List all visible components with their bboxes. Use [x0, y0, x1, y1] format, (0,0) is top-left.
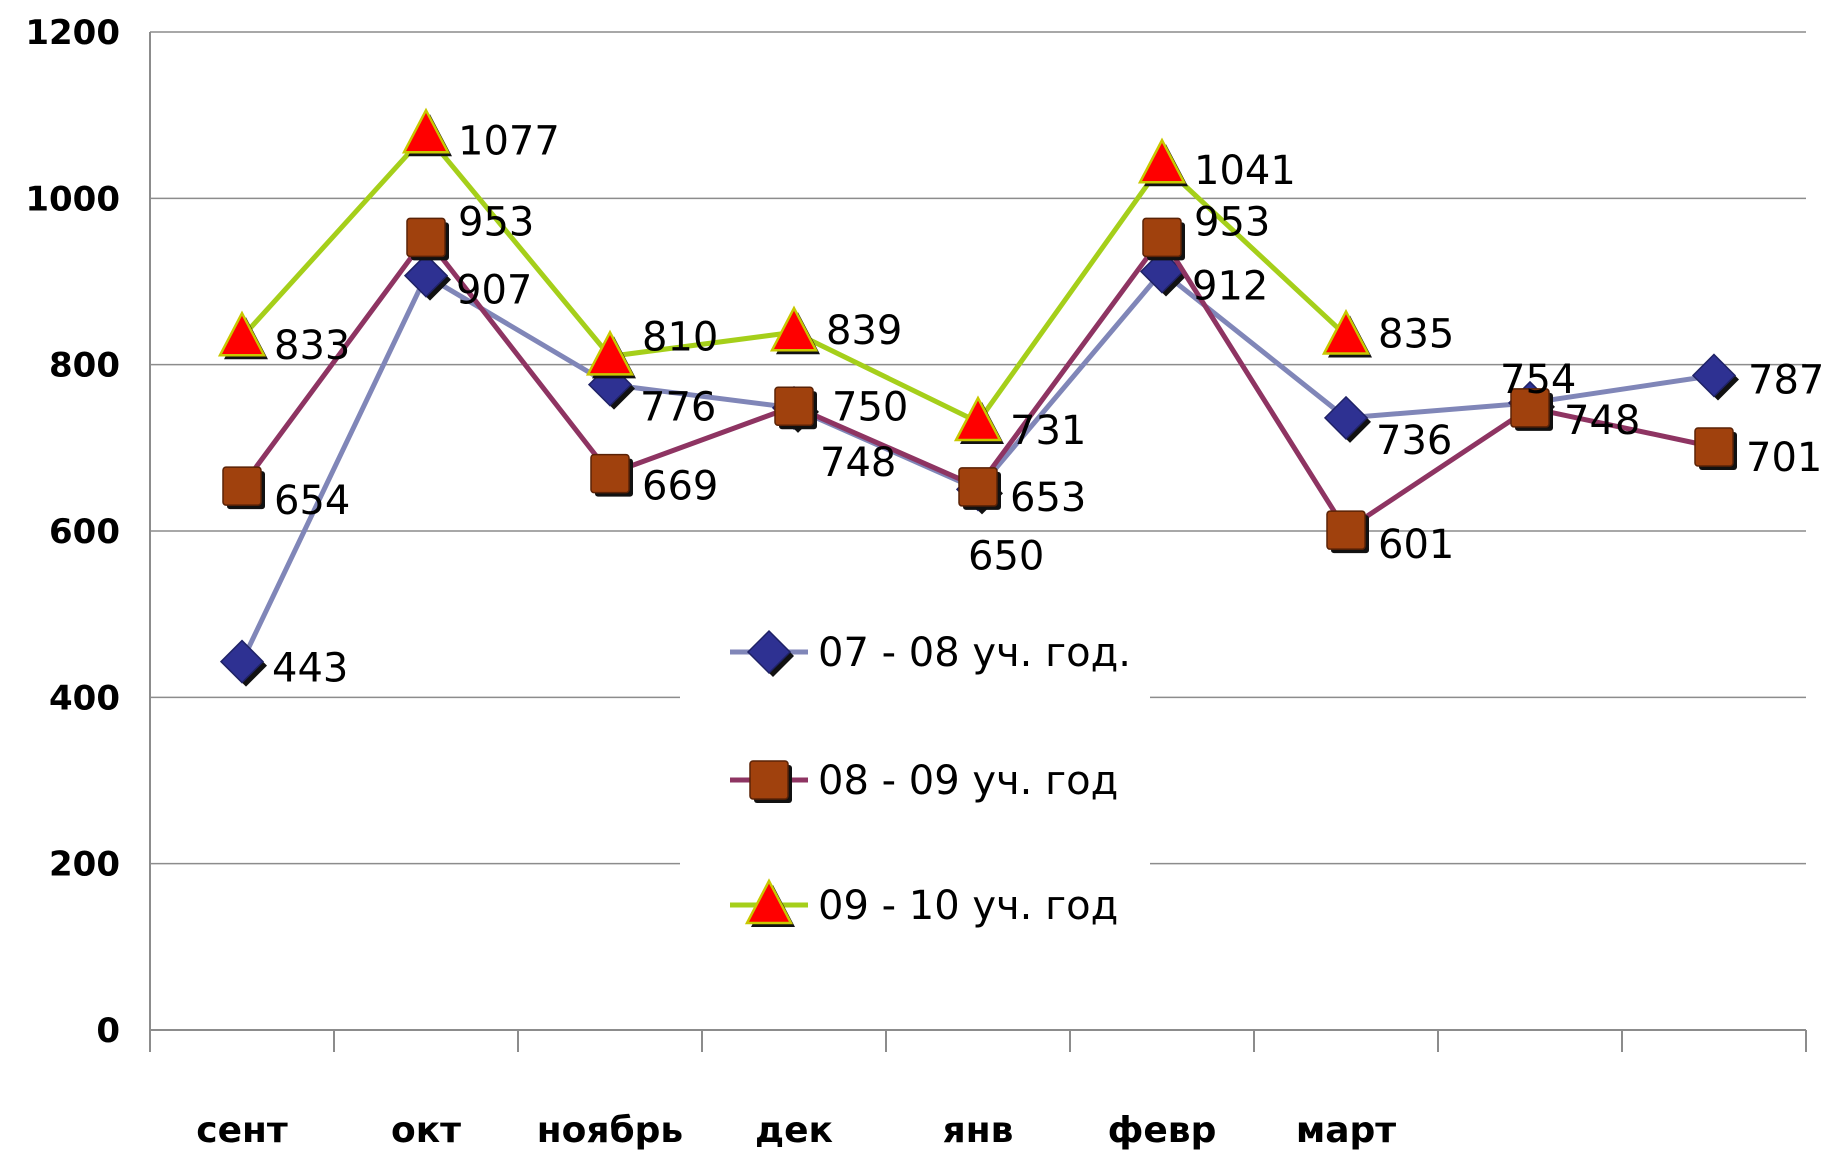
data-point — [1142, 217, 1185, 261]
legend-marker — [749, 760, 792, 803]
data-point — [958, 467, 1001, 510]
axes: 0 200 400 600 800 1000 1200 сент окт ноябрь дек янв… — [25, 13, 1807, 1151]
data-point — [222, 466, 265, 510]
y-tick-label: 1000 — [25, 179, 120, 219]
data-label: 787 — [1748, 357, 1822, 403]
y-tick-label: 200 — [49, 845, 120, 885]
data-label: 669 — [642, 464, 718, 510]
y-tick-label: 800 — [49, 346, 120, 386]
series-3 — [217, 107, 1372, 445]
data-label: 750 — [832, 384, 908, 430]
legend-item-1: 07 - 08 уч. год. — [730, 629, 1131, 677]
legend-label: 09 - 10 уч. год — [818, 883, 1118, 929]
data-label: 653 — [1010, 475, 1086, 521]
data-labels: 443 907 776 748 650 912 736 754 787 654 953 669 750 6… — [272, 118, 1822, 691]
legend-item-2: 08 - 09 уч. год — [730, 758, 1118, 804]
legend: 07 - 08 уч. год. 08 - 09 уч. год 09 - 10 у… — [680, 615, 1150, 929]
data-label: 912 — [1192, 264, 1268, 310]
x-tick-label: февр — [1108, 1110, 1217, 1151]
data-point — [219, 639, 267, 687]
data-point — [1323, 395, 1371, 443]
x-tick-label: март — [1296, 1110, 1396, 1151]
data-point — [590, 453, 633, 497]
data-label: 839 — [826, 308, 902, 354]
data-label: 835 — [1378, 312, 1454, 358]
legend-label: 07 - 08 уч. год. — [818, 630, 1131, 676]
data-label: 810 — [642, 314, 718, 360]
data-point — [953, 395, 1004, 445]
data-point — [1510, 388, 1553, 431]
legend-item-3: 09 - 10 уч. год — [730, 878, 1118, 929]
y-tick-label: 600 — [49, 512, 120, 552]
data-label: 748 — [820, 440, 896, 486]
data-label: 736 — [1376, 418, 1452, 464]
y-tick-label: 400 — [49, 678, 120, 718]
data-label: 953 — [1194, 199, 1270, 245]
data-label: 754 — [1500, 357, 1576, 403]
data-label: 1077 — [458, 118, 560, 164]
gridlines — [150, 31, 1806, 865]
data-point — [769, 305, 820, 355]
legend-marker — [744, 878, 795, 927]
data-point — [1137, 137, 1188, 187]
data-label: 748 — [1564, 398, 1640, 444]
x-tick-label: ноябрь — [537, 1110, 683, 1151]
data-label: 776 — [640, 385, 716, 431]
data-point — [774, 386, 817, 430]
x-tick-label: дек — [755, 1110, 833, 1151]
data-point — [217, 310, 268, 360]
data-label: 953 — [458, 199, 534, 245]
data-point — [403, 253, 451, 301]
x-tick-label: янв — [943, 1110, 1014, 1151]
data-point — [406, 217, 449, 261]
data-label: 654 — [274, 478, 350, 524]
x-tick-label: окт — [391, 1110, 461, 1151]
data-point — [1694, 427, 1737, 471]
data-label: 833 — [274, 323, 350, 369]
x-tick-label: сент — [196, 1110, 288, 1151]
data-label: 601 — [1378, 522, 1454, 568]
data-label: 731 — [1010, 408, 1086, 454]
data-label: 443 — [272, 646, 348, 692]
y-tick-label: 1200 — [25, 13, 120, 53]
data-label: 1041 — [1194, 148, 1296, 194]
data-point — [1691, 353, 1739, 401]
data-point — [1326, 510, 1369, 554]
y-tick-label: 0 — [96, 1011, 120, 1051]
series — [217, 107, 1739, 687]
series-line — [239, 269, 1715, 663]
data-label: 907 — [456, 268, 532, 314]
data-point — [1139, 249, 1187, 297]
legend-marker — [746, 629, 794, 677]
series-2 — [222, 217, 1737, 554]
data-point — [1321, 308, 1372, 358]
data-point — [585, 329, 636, 379]
legend-label: 08 - 09 уч. год — [818, 758, 1118, 804]
data-point — [401, 107, 452, 157]
data-label: 701 — [1746, 435, 1822, 481]
data-label: 650 — [968, 533, 1044, 579]
